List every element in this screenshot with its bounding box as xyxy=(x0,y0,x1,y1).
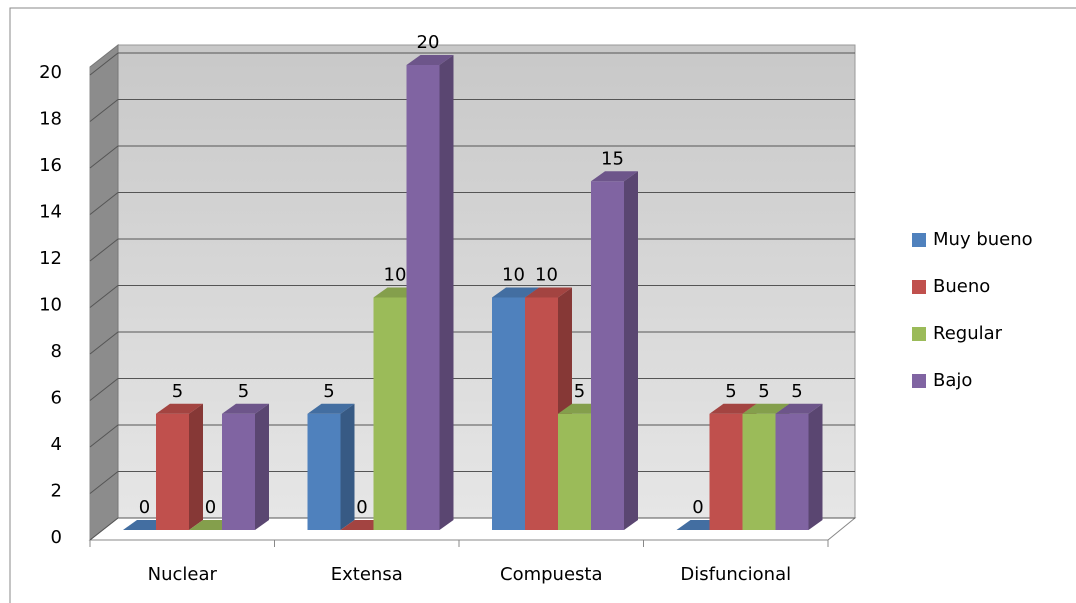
grid-line-side xyxy=(89,285,119,308)
grid-line-side xyxy=(89,331,119,355)
bar xyxy=(307,403,355,530)
data-label: 0 xyxy=(356,497,367,518)
x-tick-label: Disfuncional xyxy=(680,564,791,585)
y-tick-label: 12 xyxy=(39,248,62,269)
y-tick-label: 8 xyxy=(51,341,62,362)
bar-top xyxy=(525,287,572,298)
data-label: 15 xyxy=(601,148,624,169)
grid-line-side xyxy=(89,378,119,401)
bar-side xyxy=(189,403,203,530)
grid-line-side xyxy=(89,238,119,262)
bar-top xyxy=(591,171,638,182)
bar-front xyxy=(492,297,525,530)
grid-line-side xyxy=(89,99,119,122)
bar xyxy=(222,403,269,530)
legend-swatch xyxy=(912,233,926,247)
data-label: 10 xyxy=(502,265,525,286)
y-tick-label: 18 xyxy=(39,109,62,130)
x-tick-label: Nuclear xyxy=(148,564,218,585)
legend-label: Bueno xyxy=(933,276,990,297)
bar-front xyxy=(373,297,407,530)
bar xyxy=(156,403,203,530)
bar xyxy=(591,171,638,530)
bar-front xyxy=(156,413,189,530)
bar xyxy=(406,55,454,530)
data-label: 5 xyxy=(791,381,802,402)
bar-side xyxy=(255,403,269,530)
bar xyxy=(775,403,823,530)
x-tick-label: Compuesta xyxy=(500,564,603,585)
data-label: 10 xyxy=(384,265,407,286)
y-tick-label: 14 xyxy=(39,202,62,223)
data-label: 20 xyxy=(417,32,440,53)
bar-top xyxy=(742,403,790,414)
bar-top xyxy=(775,403,823,414)
data-label: 5 xyxy=(725,381,736,402)
legend-label: Regular xyxy=(933,323,1003,344)
grid-line-side xyxy=(89,517,119,541)
grid-line-side xyxy=(89,471,119,494)
bar-top xyxy=(222,403,269,414)
bar-top xyxy=(709,403,757,414)
bar-top xyxy=(307,403,355,414)
data-label: 0 xyxy=(139,497,150,518)
legend-label: Bajo xyxy=(933,370,972,391)
y-tick-label: 6 xyxy=(51,388,62,409)
bar-top xyxy=(492,287,539,298)
side-wall xyxy=(89,43,119,542)
data-label: 10 xyxy=(535,265,558,286)
data-label: 0 xyxy=(205,497,216,518)
legend-swatch xyxy=(912,374,926,388)
data-label: 5 xyxy=(238,381,249,402)
y-tick-label: 2 xyxy=(51,481,62,502)
bar-front xyxy=(525,297,558,530)
bar-side xyxy=(624,171,638,530)
bar-front xyxy=(222,413,255,530)
bar-top xyxy=(156,403,203,414)
data-label: 0 xyxy=(692,497,703,518)
data-label: 5 xyxy=(574,381,585,402)
grid-line-side xyxy=(89,145,119,169)
grid-line-side xyxy=(89,424,119,448)
bar-front xyxy=(742,413,776,530)
bar-side xyxy=(808,403,823,530)
y-tick-label: 0 xyxy=(51,527,62,548)
bar-front xyxy=(775,413,809,530)
x-tick-label: Extensa xyxy=(331,564,403,585)
legend-swatch xyxy=(912,327,926,341)
legend-swatch xyxy=(912,280,926,294)
bar-front xyxy=(558,413,591,530)
bar-front xyxy=(406,65,440,530)
bar-side xyxy=(439,55,454,530)
y-tick-label: 20 xyxy=(39,62,62,83)
data-label: 5 xyxy=(172,381,183,402)
data-label: 5 xyxy=(758,381,769,402)
bar-side xyxy=(340,403,355,530)
grid-line-side xyxy=(89,192,119,215)
bar-top xyxy=(406,55,454,65)
bar-front xyxy=(709,413,743,530)
chart-border xyxy=(9,7,1076,603)
legend-label: Muy bueno xyxy=(933,229,1033,250)
data-label: 5 xyxy=(323,381,334,402)
bar-front xyxy=(307,413,341,530)
y-tick-label: 4 xyxy=(51,434,62,455)
bar-front xyxy=(591,181,624,530)
grid-line-side xyxy=(89,52,119,76)
y-tick-label: 10 xyxy=(39,295,62,316)
y-tick-label: 16 xyxy=(39,155,62,176)
